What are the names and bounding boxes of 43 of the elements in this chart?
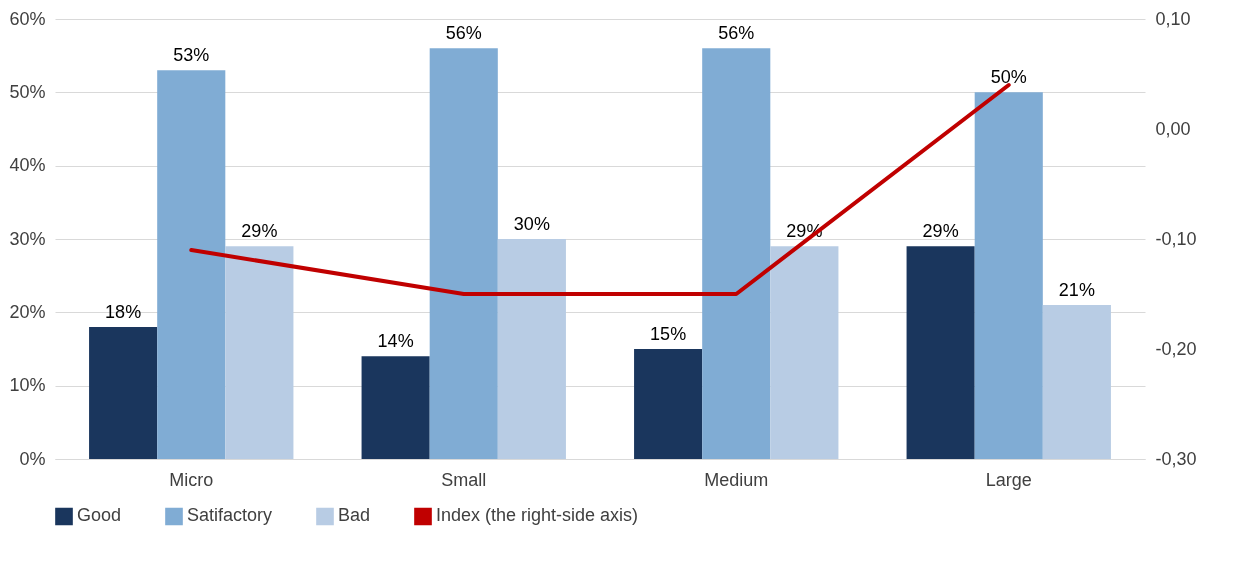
x-tick-label: Medium bbox=[704, 469, 769, 490]
data-label: 18% bbox=[105, 302, 142, 322]
bar bbox=[702, 48, 771, 459]
bar bbox=[770, 246, 839, 459]
y-tick-label: 60% bbox=[9, 8, 46, 29]
y2-tick-label: -0,30 bbox=[1155, 448, 1197, 469]
y-tick-label: 50% bbox=[9, 81, 46, 102]
legend-label: Satifactory bbox=[187, 505, 273, 526]
data-label: 30% bbox=[513, 214, 550, 234]
bar bbox=[225, 246, 294, 459]
data-label: 15% bbox=[650, 324, 687, 344]
y-tick-label: 20% bbox=[9, 301, 46, 322]
data-label: 14% bbox=[377, 331, 414, 352]
y2-tick-label: -0,20 bbox=[1155, 338, 1197, 359]
y-tick-label: 30% bbox=[9, 228, 46, 249]
bar bbox=[429, 48, 498, 459]
x-tick-label: Small bbox=[441, 469, 487, 490]
x-tick-label: Micro bbox=[169, 469, 214, 490]
bar bbox=[634, 349, 703, 459]
legend-label: Index (the right-side axis) bbox=[436, 505, 639, 526]
bar bbox=[906, 246, 975, 459]
y-tick-label: 0% bbox=[19, 448, 46, 469]
y2-tick-label: -0,10 bbox=[1155, 228, 1197, 249]
y2-tick-label: 0,00 bbox=[1155, 118, 1191, 139]
data-label: 53% bbox=[173, 45, 210, 66]
y2-tick-label: 0,10 bbox=[1155, 8, 1191, 29]
data-label: 56% bbox=[718, 23, 755, 44]
y-tick-label: 10% bbox=[9, 375, 46, 396]
legend-label: Good bbox=[77, 505, 122, 526]
bar bbox=[89, 327, 158, 459]
bar bbox=[361, 356, 430, 459]
bar bbox=[1042, 305, 1111, 459]
legend-label: Bad bbox=[338, 505, 371, 526]
bar bbox=[157, 70, 226, 459]
bar bbox=[974, 92, 1043, 459]
x-tick-label: Large bbox=[985, 469, 1032, 490]
data-label: 29% bbox=[241, 221, 278, 242]
data-label: 29% bbox=[922, 221, 959, 242]
data-label: 21% bbox=[1058, 280, 1095, 300]
bar bbox=[497, 239, 566, 459]
data-label: 56% bbox=[445, 23, 482, 44]
y-tick-label: 40% bbox=[9, 155, 46, 176]
data-label: 50% bbox=[990, 67, 1027, 88]
